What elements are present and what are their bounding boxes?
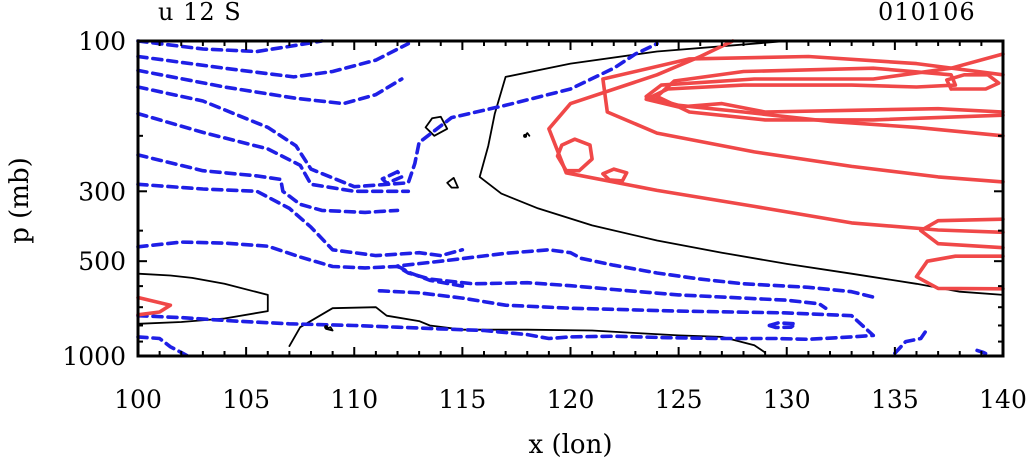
x-tick-label: 120 (547, 385, 595, 414)
contour-lines (136, 39, 1005, 358)
x-tick-label: 130 (763, 385, 811, 414)
x-tick-label: 140 (979, 385, 1027, 414)
contour-dot-0 (523, 133, 528, 138)
contour-positive-8 (914, 254, 1005, 291)
contour-positive-2 (644, 52, 1005, 138)
axis-tick-labels: 100 105 110 115 120 125 130 135 140 100 300 500 1000 (62, 27, 1026, 414)
contour-positive-4 (945, 73, 1001, 91)
x-tick-label: 115 (439, 385, 487, 414)
contour-negative-12 (136, 335, 190, 358)
contour-negative-4 (136, 111, 411, 194)
y-tick-label: 500 (78, 247, 126, 276)
x-tick-label: 110 (330, 385, 378, 414)
y-tick-label: 300 (78, 177, 126, 206)
contour-zero-1 (137, 272, 269, 325)
contour-negative-7 (136, 182, 465, 258)
chart-title-right: 010106 (878, 0, 976, 26)
x-tick-label: 105 (222, 385, 270, 414)
contour-zero-2 (288, 306, 766, 354)
y-axis-label: p (mb) (5, 157, 35, 244)
contour-negative-1 (136, 41, 411, 79)
contour-negative-13 (893, 327, 930, 355)
contour-positive-0 (547, 39, 1005, 235)
x-tick-label: 125 (655, 385, 703, 414)
contour-zero-3 (424, 115, 449, 137)
contour-dot-1 (324, 325, 329, 330)
contour-positive-7 (919, 217, 1005, 250)
contour-negative-11 (767, 321, 798, 330)
y-tick-label: 100 (78, 27, 126, 56)
contour-positive-6 (601, 167, 629, 183)
contour-positive-9 (136, 295, 173, 317)
contour-zero-4 (446, 177, 459, 189)
contour-dots (324, 133, 528, 330)
contour-positive-5 (555, 137, 594, 173)
axis-ticks (137, 40, 1004, 357)
y-tick-label: 1000 (62, 342, 126, 371)
contour-positive-3 (644, 66, 1005, 122)
contour-negative-6 (380, 169, 404, 186)
x-tick-label: 135 (871, 385, 919, 414)
chart-title-left: u 12 S (158, 0, 242, 26)
contour-negative-9 (395, 248, 876, 299)
x-tick-label: 100 (114, 385, 162, 414)
contour-negative-2 (136, 68, 404, 106)
contour-negative-8 (136, 240, 828, 310)
contour-negative-0 (136, 39, 324, 54)
contour-positive-1 (601, 54, 1005, 184)
contour-negative-5 (136, 153, 400, 215)
contour-negative-3 (136, 41, 659, 189)
contour-negative-14 (975, 348, 990, 357)
contour-negative-10 (136, 288, 876, 342)
contour-zero-6 (325, 326, 334, 332)
contour-zero-0 (478, 40, 1004, 296)
x-axis-label: x (lon) (529, 430, 613, 460)
